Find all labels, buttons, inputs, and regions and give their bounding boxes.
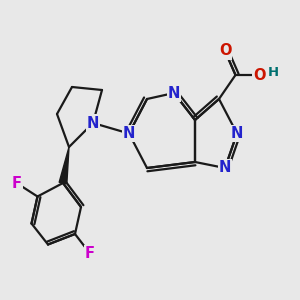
Polygon shape [59, 147, 69, 184]
Text: N: N [168, 85, 180, 100]
Text: F: F [85, 246, 95, 261]
Text: O: O [253, 68, 266, 82]
Text: H: H [268, 65, 279, 79]
Text: F: F [11, 176, 22, 190]
Text: N: N [123, 126, 135, 141]
Text: N: N [87, 116, 99, 130]
Text: N: N [219, 160, 231, 175]
Text: N: N [231, 126, 243, 141]
Text: O: O [219, 44, 231, 59]
